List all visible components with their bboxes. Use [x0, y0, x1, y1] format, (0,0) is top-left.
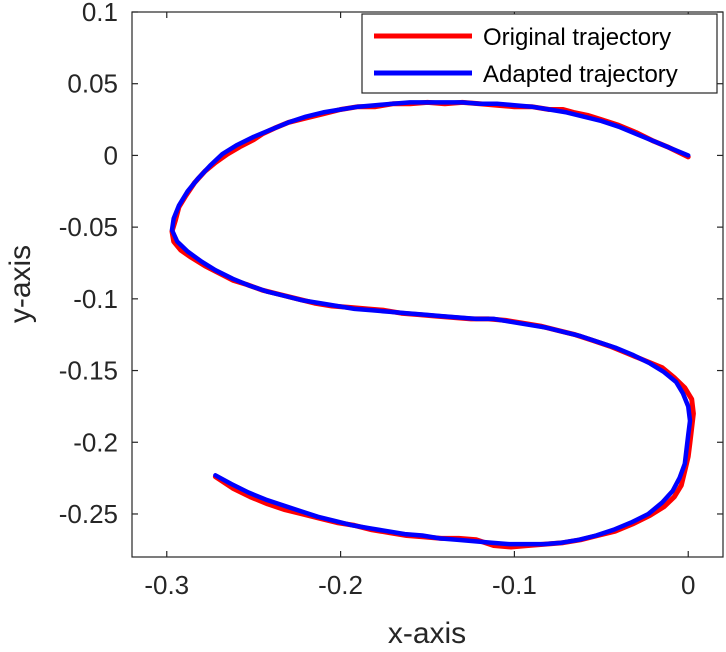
series-line-adapted	[169, 100, 693, 547]
y-tick-label: -0.1	[73, 284, 118, 314]
y-tick-label: 0.05	[67, 69, 118, 99]
y-axis-label: y-axis	[4, 245, 37, 323]
series-line-original	[169, 99, 696, 550]
plot-frame	[131, 11, 724, 558]
legend-box	[361, 13, 718, 94]
y-tick-label: -0.15	[59, 356, 118, 386]
legend: Original trajectory Adapted trajectory	[361, 13, 718, 94]
y-tick-label: -0.25	[59, 499, 118, 529]
legend-entry-label: Original trajectory	[483, 24, 671, 51]
x-tick-label: 0	[681, 570, 695, 600]
axes: -0.3 -0.2 -0.1 0 0.1 0.05 0 -0.05 -0.1 -0.15 -0.2 -…	[59, 0, 724, 600]
x-tick-label: -0.1	[492, 570, 537, 600]
y-tick-label: 0	[104, 140, 118, 170]
y-tick-label: -0.2	[73, 427, 118, 457]
x-axis-label: x-axis	[388, 617, 466, 650]
y-tick-label: -0.05	[59, 212, 118, 242]
series-layer	[169, 99, 696, 550]
x-tick-label: -0.2	[318, 570, 363, 600]
legend-entry-label: Adapted trajectory	[483, 61, 678, 88]
x-tick-label: -0.3	[144, 570, 189, 600]
y-tick-label: 0.1	[82, 0, 118, 27]
